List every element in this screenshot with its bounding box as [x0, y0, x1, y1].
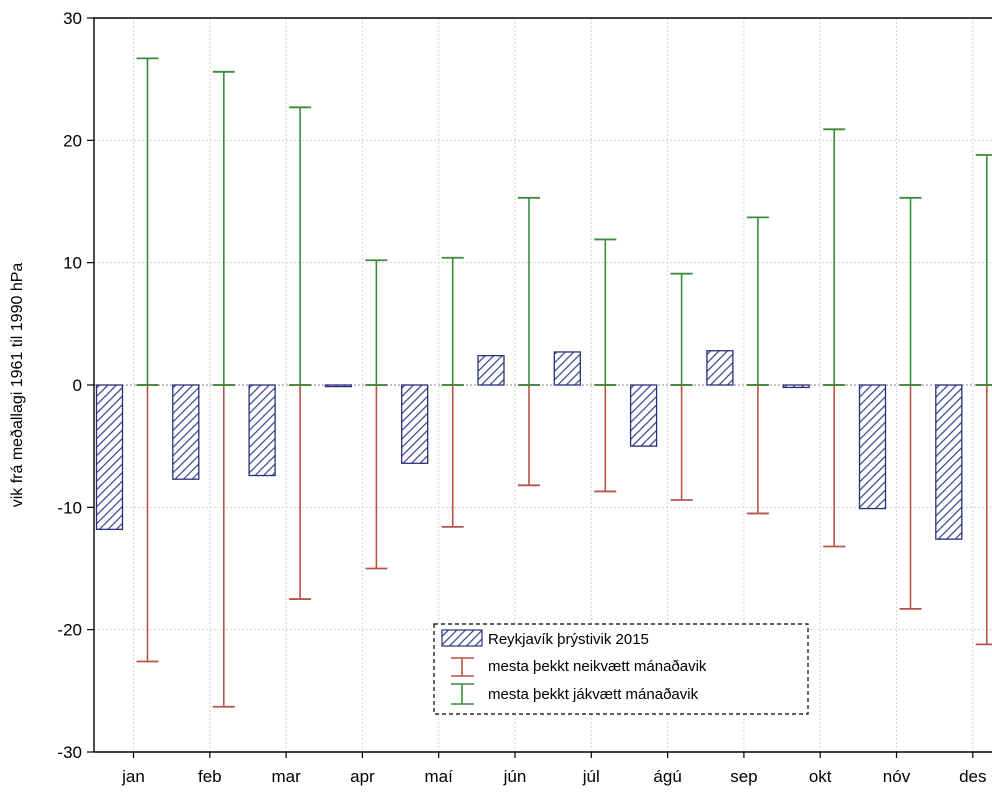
- x-tick-label-mar: mar: [271, 767, 301, 786]
- bar-okt: [782, 384, 810, 389]
- bar-júl: [553, 351, 581, 386]
- bar-jan: [95, 384, 124, 531]
- x-tick-label-nóv: nóv: [883, 767, 911, 786]
- legend-box: [433, 623, 809, 715]
- y-tick-label: -20: [57, 621, 82, 640]
- legend-swatch-positive: [451, 683, 474, 705]
- legend-swatch-bar: [441, 629, 483, 647]
- bars: [95, 350, 963, 540]
- bar-sep: [706, 350, 734, 386]
- legend: Reykjavík þrýstivik 2015 mesta þekkt nei…: [433, 623, 809, 715]
- y-axis-title: vik frá meðallagi 1961 til 1990 hPa: [9, 263, 26, 508]
- x-tick-label-jún: jún: [503, 767, 527, 786]
- y-tick-labels: 30 20 10 0 -10 -20 -30: [57, 9, 82, 762]
- axes: [87, 17, 992, 758]
- legend-label-bar: Reykjavík þrýstivik 2015: [488, 631, 649, 648]
- bar-jún: [477, 354, 505, 386]
- x-tick-label-feb: feb: [198, 767, 222, 786]
- bar-des: [935, 384, 963, 540]
- x-tick-label-júl: júl: [582, 767, 600, 786]
- bar-apr: [324, 384, 353, 388]
- y-tick-label: 0: [73, 376, 82, 395]
- y-tick-label: -10: [57, 498, 82, 517]
- bar-ágú: [629, 384, 658, 447]
- bar-nóv: [858, 384, 887, 510]
- legend-label-positive: mesta þekkt jákvætt mánaðavik: [488, 686, 699, 703]
- legend-swatch-negative: [451, 657, 474, 677]
- error-bars: [136, 57, 992, 708]
- x-tick-label-maí: maí: [425, 767, 454, 786]
- x-tick-label-sep: sep: [730, 767, 757, 786]
- y-tick-label: -30: [57, 743, 82, 762]
- y-tick-label: 10: [63, 254, 82, 273]
- x-tick-label-apr: apr: [350, 767, 375, 786]
- x-tick-label-jan: jan: [121, 767, 145, 786]
- x-tick-label-okt: okt: [809, 767, 832, 786]
- bar-feb: [172, 384, 200, 480]
- x-tick-label-ágú: ágú: [653, 767, 681, 786]
- x-tick-label-des: des: [959, 767, 986, 786]
- y-tick-label: 20: [63, 131, 82, 150]
- x-tick-labels: jan feb mar apr maí jún júl ágú sep okt nóv des: [121, 767, 986, 786]
- legend-label-negative: mesta þekkt neikvætt mánaðavik: [488, 658, 707, 675]
- bar-maí: [401, 384, 429, 464]
- bar-mar: [248, 384, 276, 477]
- y-tick-label: 30: [63, 9, 82, 28]
